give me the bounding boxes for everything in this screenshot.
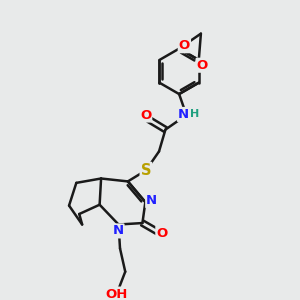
- Text: N: N: [146, 194, 157, 207]
- Text: N: N: [112, 224, 124, 237]
- Text: O: O: [156, 227, 168, 240]
- Text: O: O: [179, 39, 190, 52]
- Text: O: O: [140, 109, 151, 122]
- Text: OH: OH: [105, 288, 128, 300]
- Text: N: N: [178, 108, 189, 121]
- Text: S: S: [141, 163, 151, 178]
- Text: H: H: [190, 110, 199, 119]
- Text: O: O: [197, 59, 208, 72]
